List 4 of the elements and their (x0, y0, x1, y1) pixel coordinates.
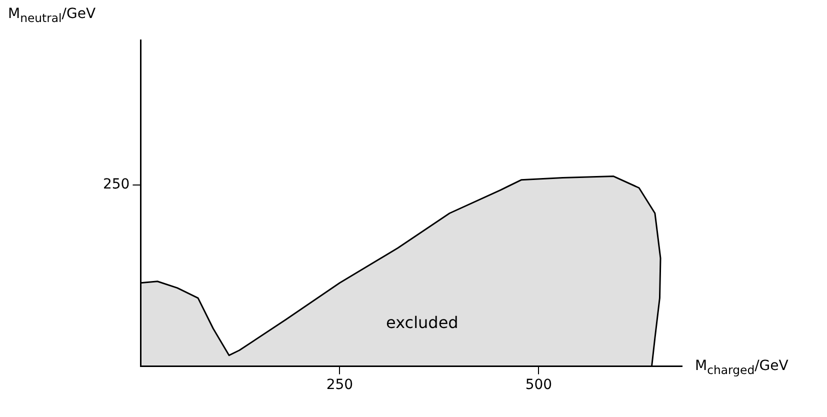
y-axis-title: M$_{neutral}$/GeV (8, 6, 96, 25)
annotation: excluded (386, 312, 458, 332)
x-axis-title: M$_{charged}$/GeV (695, 358, 788, 377)
x-tick-label: 500 (525, 377, 552, 394)
